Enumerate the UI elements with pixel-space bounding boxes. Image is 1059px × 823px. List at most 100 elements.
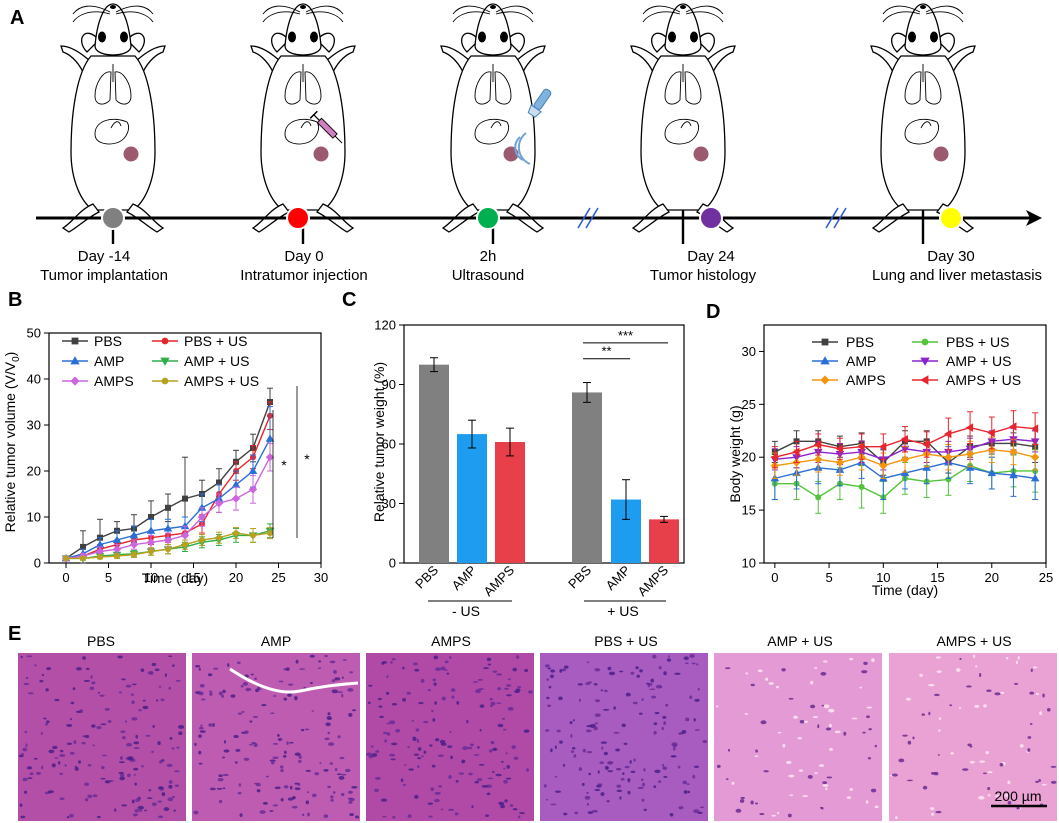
x-tick-label: 10: [876, 570, 890, 585]
nucleus: [624, 765, 630, 769]
svg-text:PBS: PBS: [846, 334, 874, 350]
nucleus: [89, 686, 95, 691]
nucleus: [663, 721, 667, 725]
data-point: [214, 499, 224, 508]
nucleus: [787, 813, 792, 818]
nucleus: [650, 695, 657, 699]
nucleus: [906, 779, 914, 782]
nucleus: [663, 775, 668, 778]
chart-d-plot: 0 5 10 15 20 25 10 15 20 25 30: [742, 324, 1053, 585]
nucleus: [1027, 736, 1032, 739]
nucleus: [81, 741, 86, 745]
nucleus: [40, 732, 43, 735]
category-label: AMP: [449, 563, 480, 594]
x-tick-label: 25: [1039, 570, 1053, 585]
nucleus: [431, 764, 436, 768]
nucleus: [1050, 780, 1057, 784]
nucleus: [902, 734, 908, 737]
nucleus: [687, 790, 691, 794]
nucleus: [333, 669, 337, 674]
nucleus: [574, 811, 579, 815]
category-label: PBS: [565, 562, 594, 591]
nucleus: [440, 666, 446, 671]
nucleus: [550, 674, 554, 679]
tumor-icon: [123, 146, 139, 162]
legend-d: PBS AMP AMPS PBS + US AMP + US AMPS + US: [812, 334, 1021, 388]
nucleus: [347, 688, 354, 692]
nucleus: [415, 728, 420, 732]
nucleus: [987, 794, 991, 797]
svg-text:AMP: AMP: [94, 353, 124, 369]
nucleus: [273, 695, 277, 697]
nucleus: [478, 764, 485, 766]
sig-star-1: *: [281, 457, 287, 473]
nucleus: [802, 795, 809, 798]
y-tick-label: 60: [382, 437, 396, 452]
nucleus: [479, 728, 482, 732]
histology-image-1: [18, 653, 186, 821]
nucleus: [158, 786, 164, 790]
nucleus: [605, 766, 609, 770]
nucleus: [793, 715, 798, 719]
data-point: [813, 440, 822, 449]
nucleus: [374, 788, 379, 792]
nucleus: [20, 655, 23, 659]
nucleus: [649, 682, 653, 686]
nucleus: [46, 720, 50, 724]
nucleus: [282, 755, 287, 758]
nucleus: [994, 692, 1001, 696]
nucleus: [305, 800, 310, 805]
nucleus: [593, 726, 598, 731]
nucleus: [337, 691, 343, 693]
nucleus: [52, 745, 58, 750]
nucleus: [653, 722, 658, 726]
nucleus: [160, 698, 165, 702]
nucleus: [789, 794, 794, 797]
panel-label-e: E: [8, 623, 21, 645]
nucleus: [582, 748, 586, 753]
data-point: [147, 548, 154, 555]
y-tick-label: 15: [742, 503, 756, 518]
nucleus: [402, 698, 406, 702]
nucleus: [417, 747, 422, 751]
svg-text:AMPS + US: AMPS + US: [184, 373, 259, 389]
svg-text:AMP + US: AMP + US: [184, 353, 250, 369]
nucleus: [70, 701, 75, 705]
nucleus: [300, 728, 305, 732]
scale-bar-label: 200 µm: [995, 788, 1042, 804]
nucleus: [820, 671, 827, 676]
data-point: [922, 440, 930, 449]
nucleus: [654, 769, 661, 774]
data-point: [70, 356, 80, 365]
nucleus: [347, 790, 353, 794]
nucleus: [777, 811, 780, 815]
nucleus: [407, 814, 412, 818]
nucleus: [653, 730, 657, 735]
nucleus: [490, 701, 496, 706]
x-tick-label: 0: [62, 570, 69, 585]
nucleus: [765, 677, 769, 681]
data-point: [987, 468, 997, 477]
nucleus: [524, 668, 529, 673]
nucleus: [377, 697, 382, 701]
nucleus: [822, 660, 828, 663]
nucleus: [603, 751, 608, 756]
data-point: [180, 531, 190, 540]
nucleus: [330, 795, 334, 799]
panel-label-c: C: [342, 289, 356, 311]
nucleus: [234, 761, 238, 764]
mouse-icon: [629, 2, 737, 246]
histology-background: [540, 653, 708, 821]
nucleus: [633, 758, 636, 762]
nucleus: [434, 791, 441, 795]
nucleus: [466, 719, 469, 724]
data-point: [921, 338, 929, 346]
nucleus: [682, 780, 687, 785]
nucleus: [594, 788, 601, 792]
nucleus: [161, 792, 166, 797]
nucleus: [505, 777, 512, 780]
nucleus: [570, 733, 573, 738]
nucleus: [294, 787, 301, 791]
plot-frame: [763, 324, 1047, 564]
xlabel-d: Time (day): [872, 582, 938, 598]
